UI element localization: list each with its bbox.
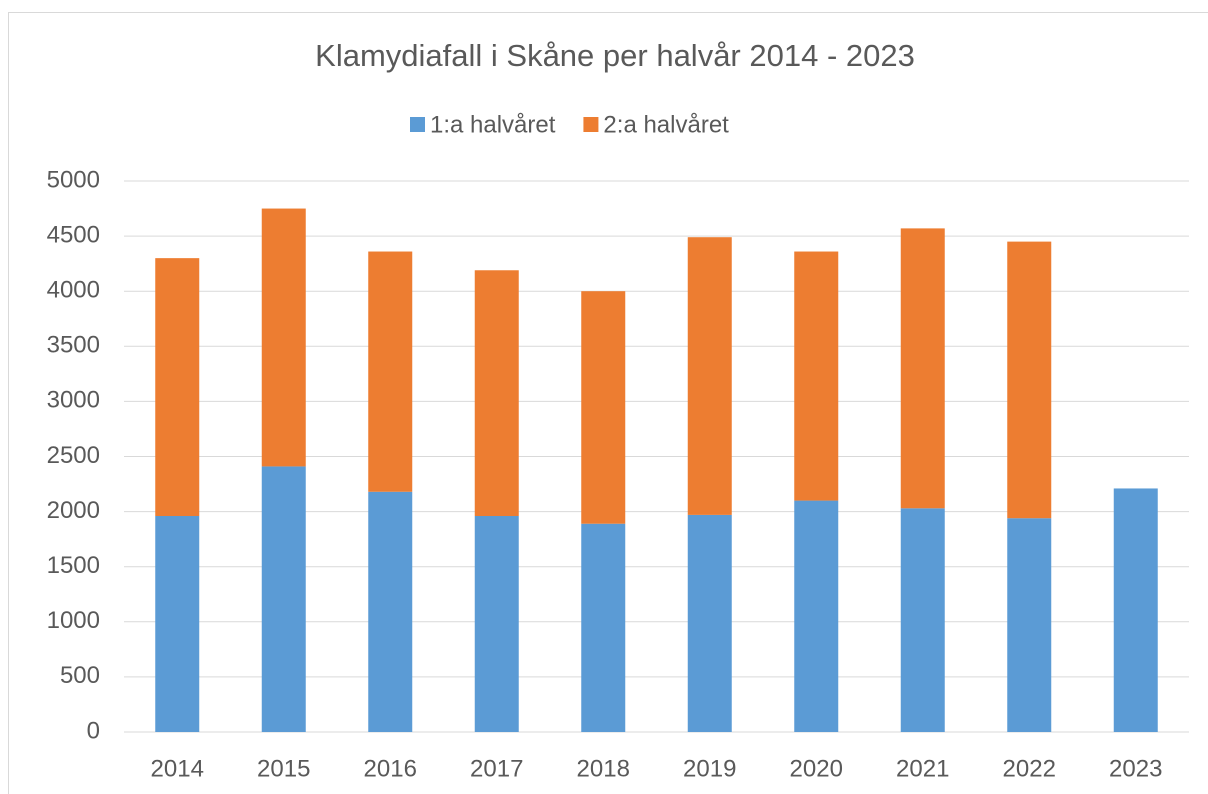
- bar-segment: [900, 508, 945, 732]
- y-tick-label: 5000: [47, 166, 100, 193]
- legend-swatch: [410, 117, 425, 132]
- bar-segment: [687, 514, 732, 732]
- y-tick-label: 3500: [47, 332, 100, 359]
- bar-segment: [368, 251, 413, 492]
- y-tick-label: 4500: [47, 221, 100, 248]
- bar-segment: [474, 270, 519, 517]
- y-tick-label: 2000: [47, 497, 100, 524]
- chart-title: Klamydiafall i Skåne per halvår 2014 - 2…: [315, 38, 915, 73]
- y-tick-label: 2500: [47, 442, 100, 469]
- bar-segment: [581, 523, 626, 732]
- bar-segment: [1007, 241, 1052, 519]
- legend-label: 2:a halvåret: [603, 111, 729, 138]
- y-tick-label: 500: [60, 662, 100, 689]
- bar-segment: [794, 500, 839, 732]
- x-tick-label: 2021: [896, 755, 949, 782]
- x-tick-label: 2015: [257, 755, 310, 782]
- bar-segment: [794, 251, 839, 501]
- bar-segment: [1113, 488, 1158, 732]
- legend-swatch: [583, 117, 599, 132]
- x-tick-label: 2022: [1003, 755, 1056, 782]
- x-tick-label: 2017: [470, 755, 523, 782]
- bar-segment: [687, 237, 732, 515]
- bar-segment: [368, 491, 413, 732]
- y-tick-label: 0: [87, 717, 100, 744]
- bar-segment: [581, 291, 626, 524]
- bar-segment: [261, 466, 306, 732]
- bar-segment: [1007, 518, 1052, 732]
- x-tick-label: 2014: [151, 755, 204, 782]
- legend-label: 1:a halvåret: [430, 111, 556, 138]
- y-tick-label: 4000: [47, 277, 100, 304]
- x-tick-label: 2018: [577, 755, 630, 782]
- bar-segment: [155, 516, 200, 732]
- bar-segment: [155, 258, 200, 517]
- x-tick-label: 2019: [683, 755, 736, 782]
- y-tick-label: 1000: [47, 607, 100, 634]
- x-tick-label: 2016: [364, 755, 417, 782]
- x-tick-label: 2020: [790, 755, 843, 782]
- y-tick-label: 3000: [47, 387, 100, 414]
- bar-segment: [900, 228, 945, 509]
- x-tick-label: 2023: [1109, 755, 1162, 782]
- bar-segment: [474, 516, 519, 732]
- bar-segment: [261, 208, 306, 467]
- y-tick-label: 1500: [47, 552, 100, 579]
